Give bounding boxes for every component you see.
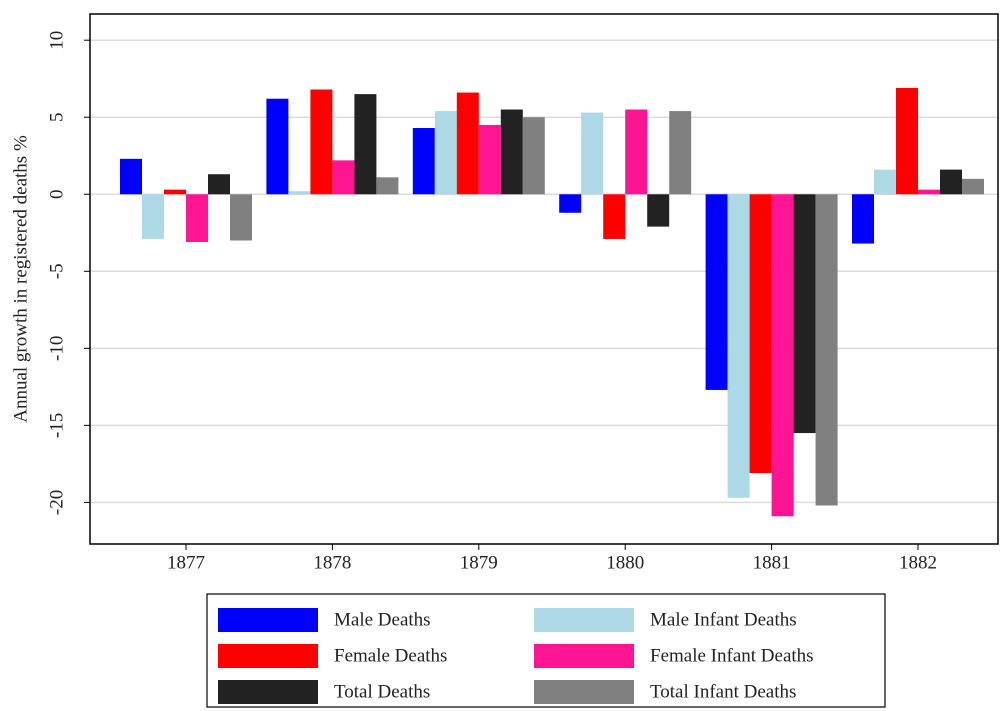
bar [559,194,582,213]
bar [266,98,289,195]
bar [918,189,940,195]
bar [815,194,838,506]
plot-frame [89,13,999,545]
y-tick-label: 0 [46,190,67,200]
bar [456,92,479,195]
legend-swatch [534,680,634,704]
y-tick-label: -20 [46,490,67,515]
bar [500,109,523,195]
bar [771,194,794,517]
bar [896,87,918,195]
bar [749,194,772,474]
bar [625,109,648,195]
bar [354,94,377,195]
bar [478,124,501,195]
legend-label: Total Infant Deaths [650,681,796,702]
bar [581,112,604,195]
bar [376,177,399,195]
legend-label: Female Deaths [334,645,447,666]
legend-label: Total Deaths [334,681,430,702]
bar [186,194,208,243]
bar [310,89,333,195]
bar [727,194,750,498]
legend-swatch [218,644,318,668]
x-tick-label: 1877 [167,552,205,573]
legend-swatch [534,644,634,668]
legend-label: Female Infant Deaths [650,645,814,666]
legend-box [206,593,886,708]
y-tick-label: -15 [46,413,67,438]
x-tick-label: 1882 [899,552,937,573]
legend-label: Male Deaths [334,609,431,630]
legend-swatch [218,608,318,632]
x-tick-label: 1878 [313,552,351,573]
bar [793,194,816,434]
x-tick-label: 1879 [460,552,498,573]
y-tick-label: 10 [46,31,67,50]
legend-swatch [218,680,318,704]
bar [940,169,962,195]
bar [603,194,626,239]
bar [705,194,728,390]
bar [962,178,984,195]
bar [434,111,457,195]
bar [208,174,230,195]
legend-label: Male Infant Deaths [650,609,797,630]
bar [522,117,545,195]
bar [142,194,164,239]
bar [852,194,874,244]
bar [288,191,311,195]
bar [332,160,355,195]
legend-swatch [534,608,634,632]
x-tick-label: 1881 [753,552,791,573]
y-tick-label: -10 [46,336,67,361]
y-tick-label: -5 [46,263,67,279]
bar [647,194,670,227]
y-tick-label: 5 [46,112,67,122]
bar [669,111,692,195]
bar [164,189,186,195]
y-axis-label: Annual growth in registered deaths % [10,135,31,423]
bar [120,158,142,195]
bar [230,194,252,241]
bar [412,128,435,195]
x-tick-label: 1880 [606,552,644,573]
bar [874,169,896,195]
